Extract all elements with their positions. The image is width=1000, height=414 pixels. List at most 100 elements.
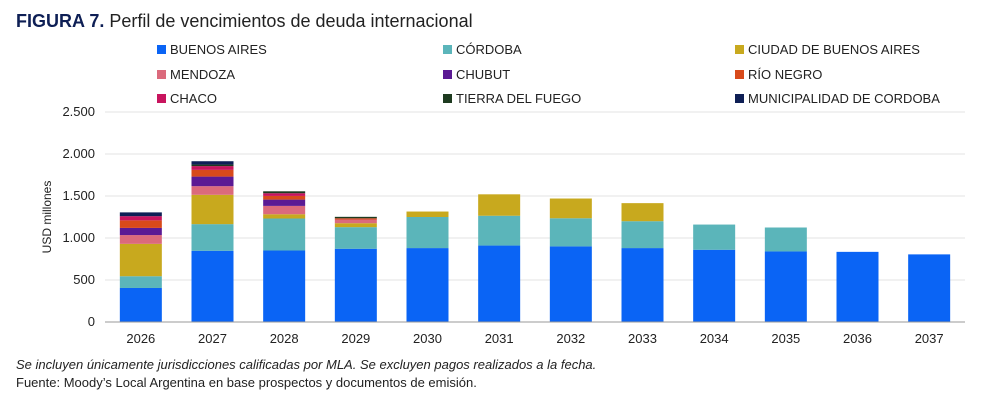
bar-segment [263, 199, 306, 206]
bar-segment [549, 198, 592, 219]
bar-segment [263, 250, 306, 322]
legend-item: CIUDAD DE BUENOS AIRES [735, 42, 920, 57]
bar-segment [119, 220, 162, 228]
bar-segment [191, 164, 234, 167]
bar-segment [908, 254, 951, 322]
bar-segment [764, 251, 807, 322]
bar-segment [119, 287, 162, 322]
bar-segment [334, 219, 377, 224]
legend-item: TIERRA DEL FUEGO [443, 91, 581, 106]
bar-segment [693, 249, 736, 322]
bar-segment [836, 251, 879, 322]
legend-label: BUENOS AIRES [170, 42, 267, 57]
bar-segment [191, 186, 234, 195]
x-tick-label: 2029 [341, 331, 370, 346]
legend-swatch [735, 45, 744, 54]
legend-swatch [157, 45, 166, 54]
bar-segment [406, 211, 449, 217]
figure-number: FIGURA 7. [16, 11, 105, 31]
bar-segment [119, 276, 162, 288]
bar-segment [263, 218, 306, 251]
bar-segment [191, 224, 234, 251]
legend-item: MUNICIPALIDAD DE CORDOBA [735, 91, 940, 106]
y-tick-label: 500 [73, 272, 95, 287]
x-tick-label: 2032 [556, 331, 585, 346]
bar-segment [119, 212, 162, 217]
legend-item: CÓRDOBA [443, 42, 522, 57]
bar-segment [263, 195, 306, 200]
x-tick-label: 2027 [198, 331, 227, 346]
x-tick-label: 2028 [270, 331, 299, 346]
bar-segment [263, 193, 306, 196]
legend-swatch [735, 70, 744, 79]
legend-label: TIERRA DEL FUEGO [456, 91, 582, 106]
legend-item: CHUBUT [443, 67, 510, 82]
bar-segment [478, 194, 521, 216]
bar-segment [119, 235, 162, 244]
title-text: Perfil de vencimientos de deuda internac… [109, 11, 473, 31]
legend-item: MENDOZA [157, 67, 235, 82]
legend-label: CHACO [170, 91, 217, 106]
legend-swatch [157, 94, 166, 103]
legend-item: CHACO [157, 91, 217, 106]
bar-segment [693, 224, 736, 250]
legend-label: MUNICIPALIDAD DE CORDOBA [748, 91, 940, 106]
bar-segment [549, 218, 592, 247]
x-tick-label: 2035 [771, 331, 800, 346]
legend-label: MENDOZA [170, 67, 235, 82]
bar-segment [263, 205, 306, 215]
bar-segment [334, 227, 377, 249]
x-tick-label: 2031 [485, 331, 514, 346]
bar-segment [191, 161, 234, 165]
legend-swatch [443, 70, 452, 79]
legend-label: CHUBUT [456, 67, 511, 82]
footnote-source: Fuente: Moody’s Local Argentina en base … [16, 375, 477, 390]
bar-segment [334, 248, 377, 322]
bar-segment [621, 221, 664, 249]
x-tick-label: 2030 [413, 331, 442, 346]
bar-segment [191, 166, 234, 170]
bar-segment [478, 215, 521, 246]
y-tick-label: 0 [88, 314, 95, 329]
bar-segment [119, 227, 162, 236]
legend-label: RÍO NEGRO [748, 67, 823, 82]
bar-segment [334, 216, 377, 219]
legend-swatch [443, 94, 452, 103]
y-tick-label: 1.500 [62, 188, 95, 203]
bar-segment [334, 218, 377, 220]
bar-segment [334, 223, 377, 228]
x-tick-label: 2037 [915, 331, 944, 346]
x-tick-label: 2034 [700, 331, 729, 346]
bar-segment [191, 176, 234, 187]
bar-segment [478, 245, 521, 322]
legend-item: RÍO NEGRO [735, 67, 822, 82]
bar-segment [621, 203, 664, 222]
bar-segment [406, 217, 449, 249]
legend-swatch [735, 94, 744, 103]
bar-segment [191, 194, 234, 225]
bar-segment [764, 227, 807, 252]
legend-label: CÓRDOBA [456, 42, 522, 57]
legend-label: CIUDAD DE BUENOS AIRES [748, 42, 920, 57]
chart-title: FIGURA 7. Perfil de vencimientos de deud… [16, 11, 473, 32]
legend-swatch [443, 45, 452, 54]
legend-item: BUENOS AIRES [157, 42, 267, 57]
bar-segment [119, 216, 162, 221]
legend-swatch [157, 70, 166, 79]
y-tick-label: 2.000 [62, 146, 95, 161]
bar-segment [549, 246, 592, 322]
x-tick-label: 2036 [843, 331, 872, 346]
bar-segment [119, 243, 162, 277]
bar-segment [406, 248, 449, 322]
bar-segment [263, 214, 306, 219]
x-tick-label: 2033 [628, 331, 657, 346]
x-tick-label: 2026 [126, 331, 155, 346]
bar-segment [191, 169, 234, 177]
y-tick-label: 2.500 [62, 104, 95, 119]
y-axis-label: USD millones [40, 181, 54, 254]
bar-segment [621, 248, 664, 322]
footnote-scope: Se incluyen únicamente jurisdicciones ca… [16, 357, 597, 372]
bar-segment [191, 250, 234, 322]
